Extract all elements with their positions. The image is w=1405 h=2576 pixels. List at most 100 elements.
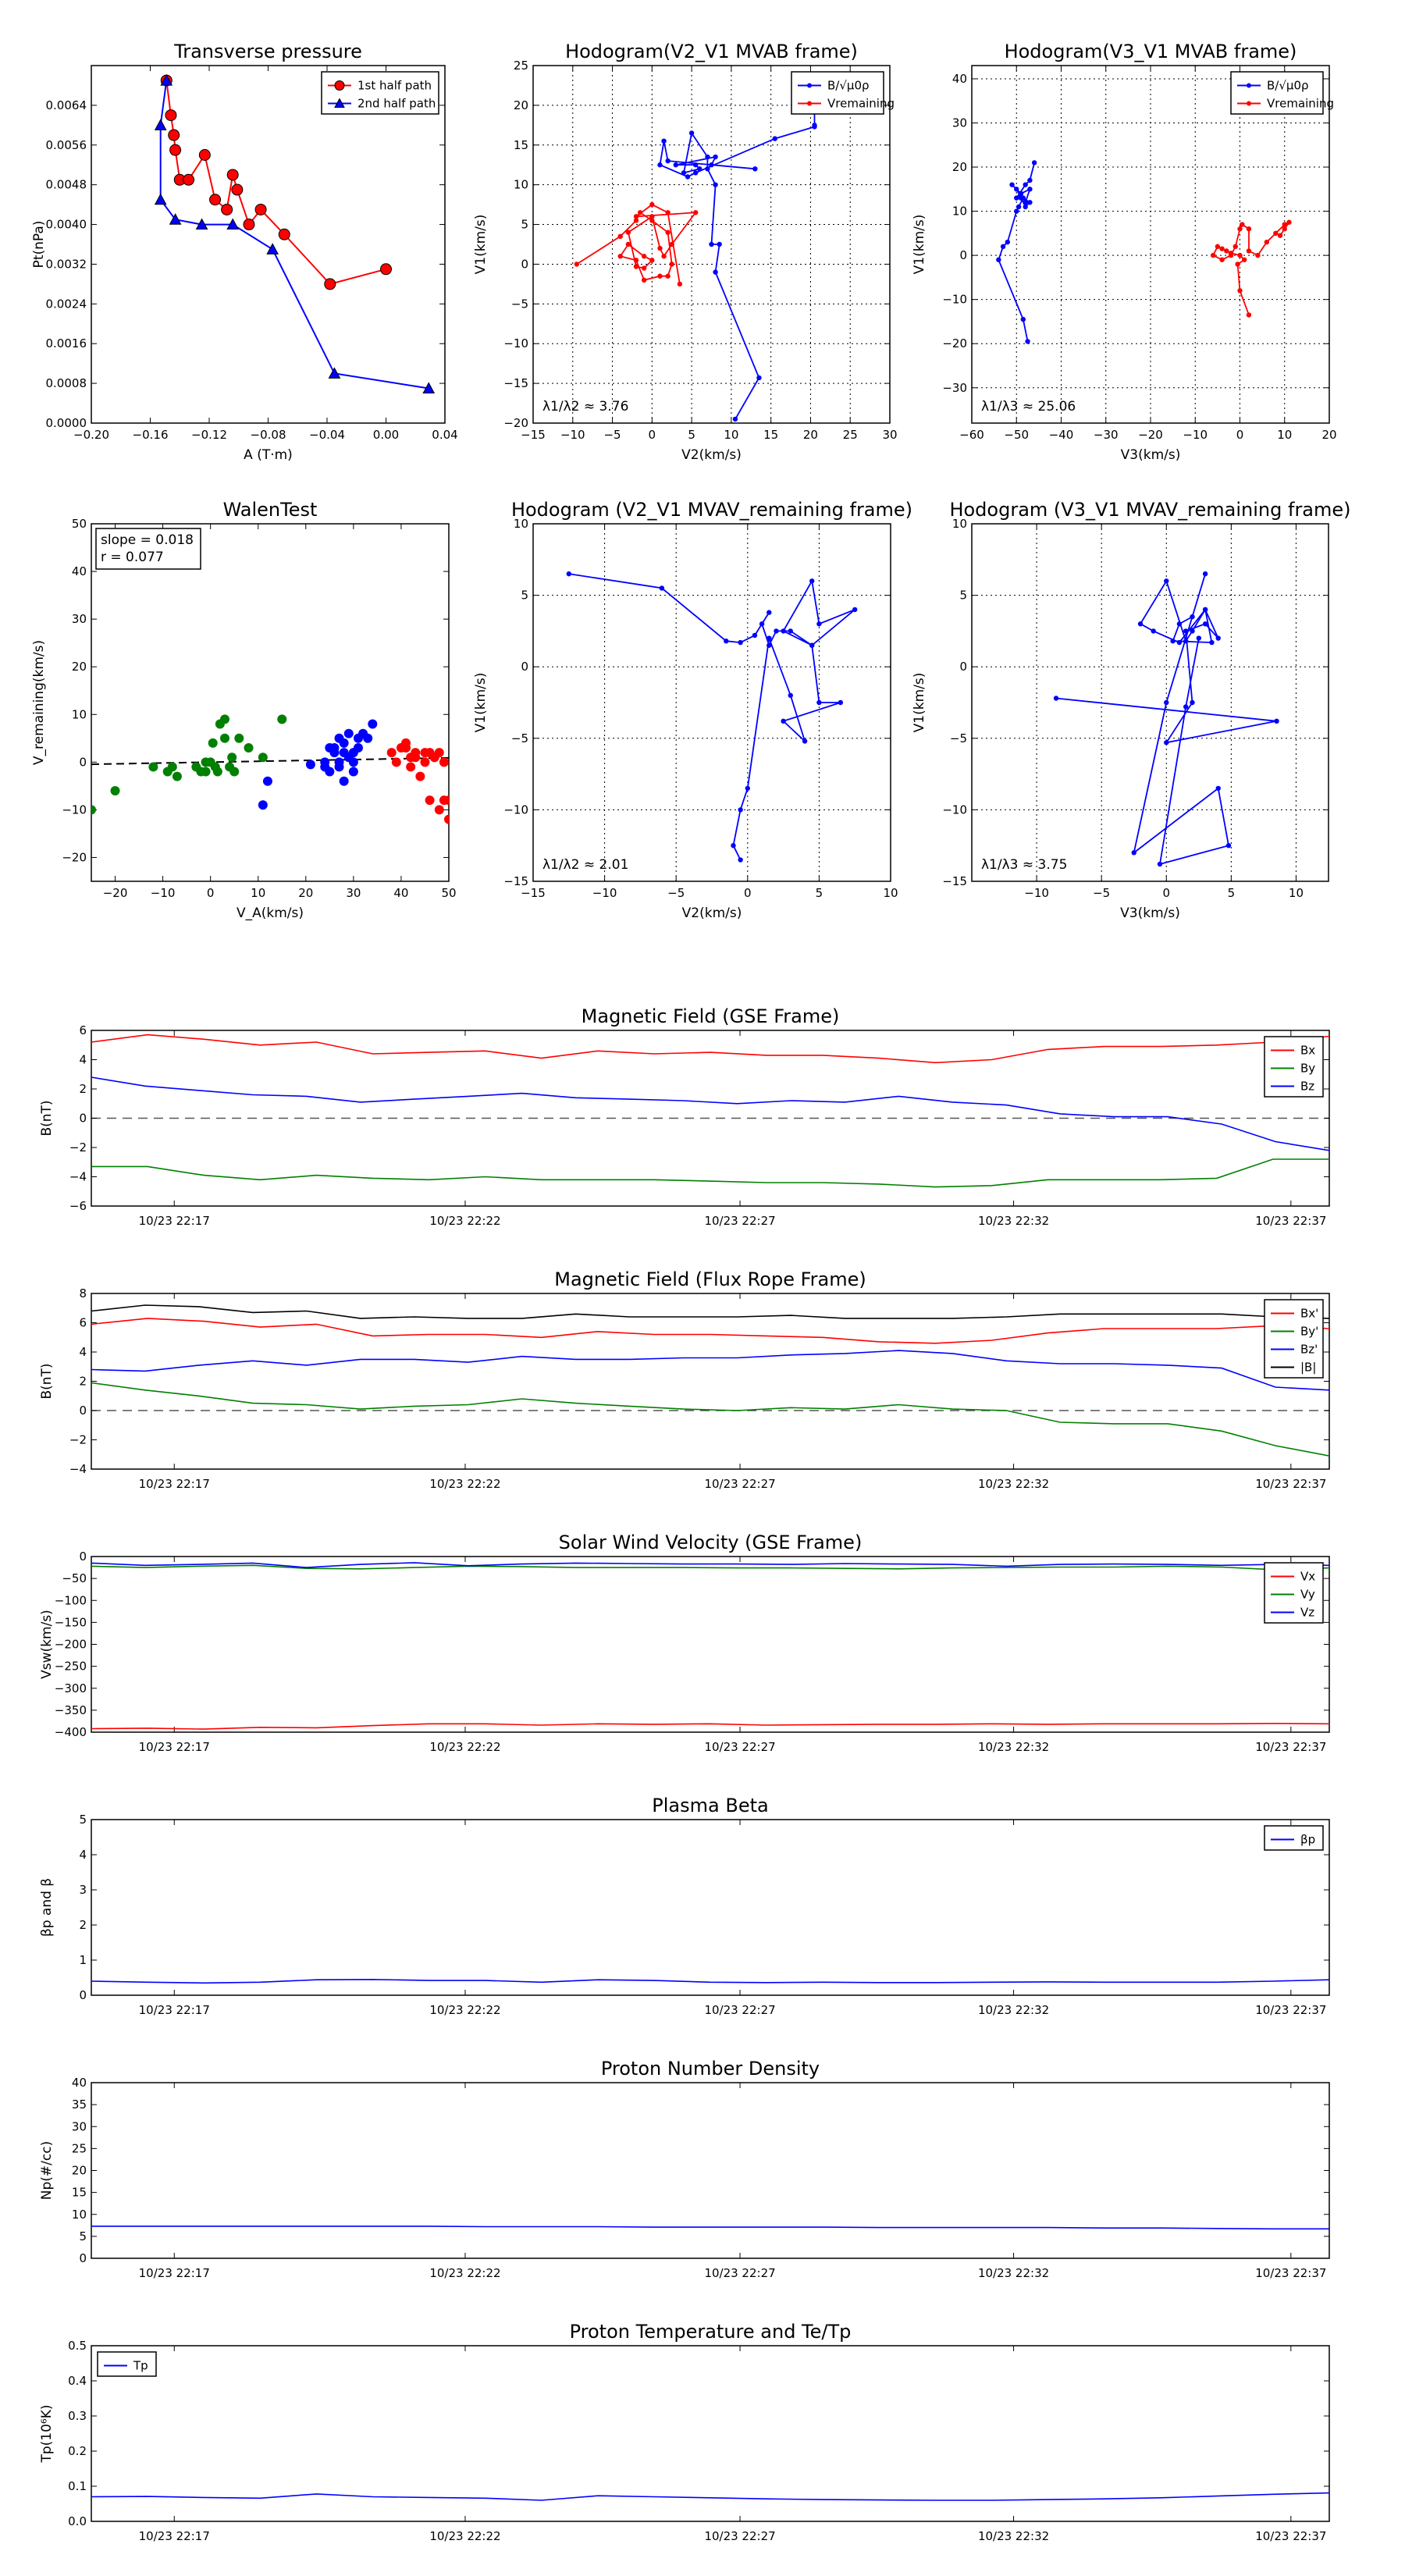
chart-title: Proton Temperature and Te/Tp: [570, 2321, 852, 2343]
y-tick-label: 0: [79, 1550, 87, 1564]
axes-frame: [532, 523, 891, 882]
y-tick-label: 0.2: [68, 2444, 87, 2458]
x-tick-label: 20: [298, 886, 313, 900]
y-tick-label: 50: [72, 517, 87, 531]
x-tick-label: 10/23 22:17: [139, 2003, 210, 2017]
data-point: [1018, 190, 1024, 197]
chart-title: Magnetic Field (GSE Frame): [582, 1005, 840, 1027]
legend-marker: [1247, 101, 1251, 106]
y-tick-label: −20: [942, 336, 967, 350]
series-line: [91, 2492, 1329, 2501]
y-tick-label: −15: [503, 874, 528, 888]
x-tick-label: 10/23 22:32: [978, 1214, 1049, 1228]
series-line: [91, 1158, 1329, 1188]
series-0: [91, 1979, 1329, 1984]
legend: βp: [1264, 1825, 1324, 1851]
data-point: [305, 760, 315, 770]
y-tick-label: 25: [514, 59, 528, 73]
data-point: [1164, 578, 1169, 584]
data-point: [781, 628, 786, 634]
data-point: [1219, 257, 1225, 262]
data-point: [838, 699, 844, 706]
data-point: [343, 728, 354, 738]
data-point: [208, 738, 218, 748]
annotation: λ1/λ2 ≈ 2.01: [542, 857, 628, 873]
y-tick-label: −100: [55, 1593, 87, 1607]
x-tick-label: 0: [744, 886, 752, 900]
data-point: [368, 719, 378, 729]
y-axis-label: Vsw(km/s): [39, 1610, 55, 1679]
data-point: [1196, 635, 1202, 641]
data-point: [781, 718, 786, 724]
data-point: [1164, 699, 1169, 706]
data-point: [219, 714, 229, 724]
data-point: [692, 210, 699, 215]
x-tick-label: 10/23 22:32: [978, 2003, 1049, 2017]
legend-label: 1st half path: [357, 79, 432, 93]
data-point: [234, 733, 244, 743]
y-tick-label: 10: [514, 517, 528, 531]
data-point: [391, 757, 401, 767]
series-0: [91, 1318, 1329, 1344]
y-axis-label: Tp(10⁶K): [39, 2404, 55, 2463]
y-tick-label: 20: [72, 660, 87, 674]
y-tick-label: 10: [952, 205, 967, 219]
series-line: [91, 1318, 1329, 1344]
chart-title: Transverse pressure: [173, 41, 362, 62]
data-point: [320, 757, 330, 767]
data-point: [574, 262, 580, 267]
y-tick-label: 0.0040: [46, 218, 87, 232]
y-tick-label: 15: [514, 138, 528, 152]
x-tick-label: −5: [603, 428, 621, 442]
legend-label: Bz': [1300, 1343, 1318, 1357]
x-tick-label: −15: [521, 428, 546, 442]
data-point: [752, 632, 758, 639]
axes-frame: [532, 65, 891, 424]
data-point: [1131, 850, 1136, 856]
x-tick-label: 10/23 22:17: [139, 2266, 210, 2280]
y-tick-label: −5: [511, 731, 528, 745]
y-tick-label: 0: [79, 1404, 87, 1418]
data-point: [198, 149, 211, 161]
y-tick-label: −6: [69, 1199, 87, 1213]
y-tick-label: 40: [72, 564, 87, 578]
legend: Bx By Bz: [1264, 1036, 1324, 1098]
y-tick-label: −4: [69, 1462, 87, 1476]
data-point: [713, 269, 718, 275]
y-tick-label: 0.0008: [46, 376, 87, 390]
series-0: [91, 714, 287, 815]
data-point: [756, 375, 762, 381]
data-point: [1277, 233, 1283, 238]
data-point: [380, 263, 392, 276]
y-tick-label: 1: [79, 1953, 87, 1967]
y-tick-label: −30: [942, 381, 967, 395]
x-tick-label: 10/23 22:17: [139, 1740, 210, 1754]
x-tick-label: 10/23 22:27: [704, 1477, 775, 1491]
axes-frame: [91, 65, 446, 424]
data-point: [1225, 843, 1232, 849]
y-tick-label: 5: [79, 1813, 87, 1827]
data-point: [788, 692, 793, 699]
chart-beta: Plasma Beta 0 1 2 3 4 5 10/23 22:17 10/23 22:22 1…: [39, 1795, 1330, 2017]
y-tick-label: 8: [79, 1286, 87, 1300]
data-point: [816, 621, 822, 627]
y-tick-label: 0.0048: [46, 178, 87, 192]
data-point: [692, 162, 699, 168]
x-tick-label: 0: [1236, 428, 1244, 442]
data-point: [1228, 252, 1234, 258]
data-point: [278, 228, 290, 240]
data-point: [812, 123, 817, 128]
data-point: [195, 218, 208, 230]
annotation-box: slope = 0.018 r = 0.077: [95, 528, 201, 570]
y-tick-label: 5: [521, 218, 528, 232]
legend-label: 2nd half path: [357, 97, 436, 111]
data-point: [661, 254, 667, 259]
data-point: [231, 183, 244, 196]
y-tick-label: 5: [959, 589, 967, 603]
data-point: [444, 795, 449, 806]
y-tick-label: −20: [503, 416, 528, 430]
y-axis-label: Np(#/cc): [39, 2141, 55, 2200]
axes-frame: [91, 1819, 1330, 1996]
data-point: [254, 203, 267, 215]
data-point: [1274, 718, 1279, 724]
